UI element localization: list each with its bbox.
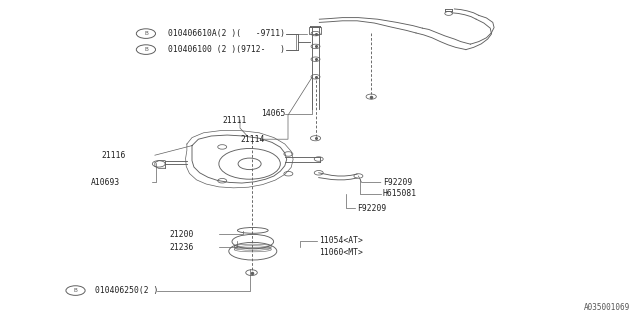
- Text: 010406100 (2 )(9712-   ): 010406100 (2 )(9712- ): [168, 45, 285, 54]
- Text: 14065: 14065: [261, 109, 285, 118]
- Text: 21114: 21114: [240, 135, 264, 144]
- Text: 010406610A(2 )(   -9711): 010406610A(2 )( -9711): [168, 29, 285, 38]
- Text: 11054<AT>: 11054<AT>: [319, 236, 363, 245]
- Text: H615081: H615081: [383, 189, 417, 198]
- Text: 11060<MT>: 11060<MT>: [319, 248, 363, 257]
- Text: F92209: F92209: [357, 204, 387, 212]
- Text: 21116: 21116: [101, 151, 125, 160]
- Text: 21236: 21236: [170, 243, 194, 252]
- Text: 21200: 21200: [170, 230, 194, 239]
- Text: A10693: A10693: [91, 178, 120, 187]
- Text: A035001069: A035001069: [584, 303, 630, 312]
- Text: F92209: F92209: [383, 178, 412, 187]
- Text: 21111: 21111: [223, 116, 247, 124]
- Text: B: B: [144, 47, 148, 52]
- Text: B: B: [74, 288, 77, 293]
- Text: B: B: [144, 31, 148, 36]
- Text: 010406250(2 ): 010406250(2 ): [95, 286, 158, 295]
